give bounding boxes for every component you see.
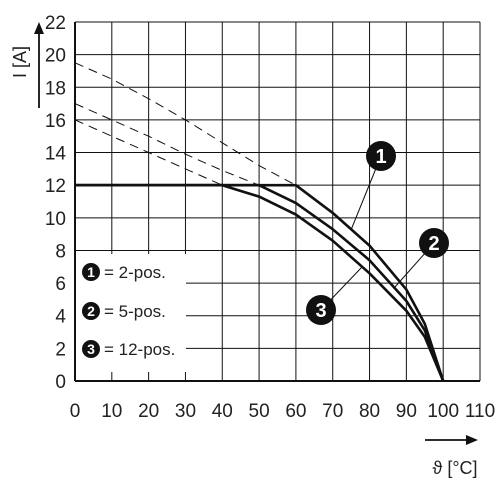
grid [74,21,481,382]
curve-1 [75,183,445,382]
curve-2 [75,183,445,382]
legend: 1 = 2-pos. 2 = 5-pos. 3 = 12-pos. [76,254,186,372]
x-tick-label: 110 [465,401,495,422]
y-tick-label: 14 [45,144,67,165]
legend-label-1: = 2-pos. [104,263,166,282]
x-tick-label: 80 [359,401,380,422]
legend-badge-2-number: 2 [87,303,95,319]
legend-label-2: = 5-pos. [104,302,166,321]
x-tick-label: 70 [322,401,343,422]
x-tick-label: 0 [70,401,81,422]
x-axis-arrow-icon [466,435,478,445]
callout-badge-2-number: 2 [428,233,439,255]
y-tick-label: 2 [55,339,66,360]
x-tick-label: 30 [175,401,196,422]
x-tick-label: 100 [427,401,459,422]
y-axis-arrow-icon [34,22,44,34]
x-tick-label: 40 [212,401,233,422]
x-tick-label: 90 [396,401,417,422]
y-axis-label: I [A] [10,46,30,78]
x-tick-label: 50 [249,401,270,422]
y-tick-label: 6 [55,274,66,295]
callout-badge-3-number: 3 [315,300,326,322]
legend-label-3: = 12-pos. [104,340,175,359]
callout-badge-1 [366,141,396,171]
y-tick-label: 22 [45,13,66,34]
y-tick-label: 10 [45,209,66,230]
x-tick-label: 60 [285,401,306,422]
callout-badge-1-number: 1 [375,146,386,168]
y-tick-label: 20 [45,46,66,67]
x-axis-title: ϑ [°C] [425,435,478,478]
curve-3 [75,183,445,382]
legend-item-2: 2 = 5-pos. [82,302,166,321]
callout-badge-3 [306,295,336,325]
y-tick-label: 4 [55,307,66,328]
y-tick-label: 16 [45,111,66,132]
y-tick-label: 0 [55,372,66,393]
legend-badge-2 [82,302,100,320]
y-axis-title: I [A] [10,22,44,108]
y-tick-labels: 0 2 4 6 8 10 12 14 16 18 20 22 [45,13,67,393]
x-tick-label: 10 [101,401,122,422]
legend-badge-1 [82,263,100,281]
legend-badge-3 [82,340,100,358]
dashed-curve-1 [74,62,297,186]
legend-item-1: 1 = 2-pos. [82,263,166,282]
callout-badge-2 [419,228,449,258]
legend-badge-1-number: 1 [87,264,95,280]
x-tick-labels: 0 10 20 30 40 50 60 70 80 90 100 110 [70,401,495,422]
curves [74,62,445,382]
dashed-curve-2 [74,103,260,186]
curve-callouts: 1 2 3 [306,141,449,325]
x-axis-label: ϑ [°C] [432,458,477,478]
legend-item-3: 3 = 12-pos. [82,340,175,359]
y-tick-label: 12 [45,176,66,197]
y-tick-label: 8 [55,241,66,262]
y-tick-label: 18 [45,78,66,99]
legend-badge-3-number: 3 [87,341,95,357]
dashed-curve-3 [74,119,223,186]
x-tick-label: 20 [138,401,159,422]
